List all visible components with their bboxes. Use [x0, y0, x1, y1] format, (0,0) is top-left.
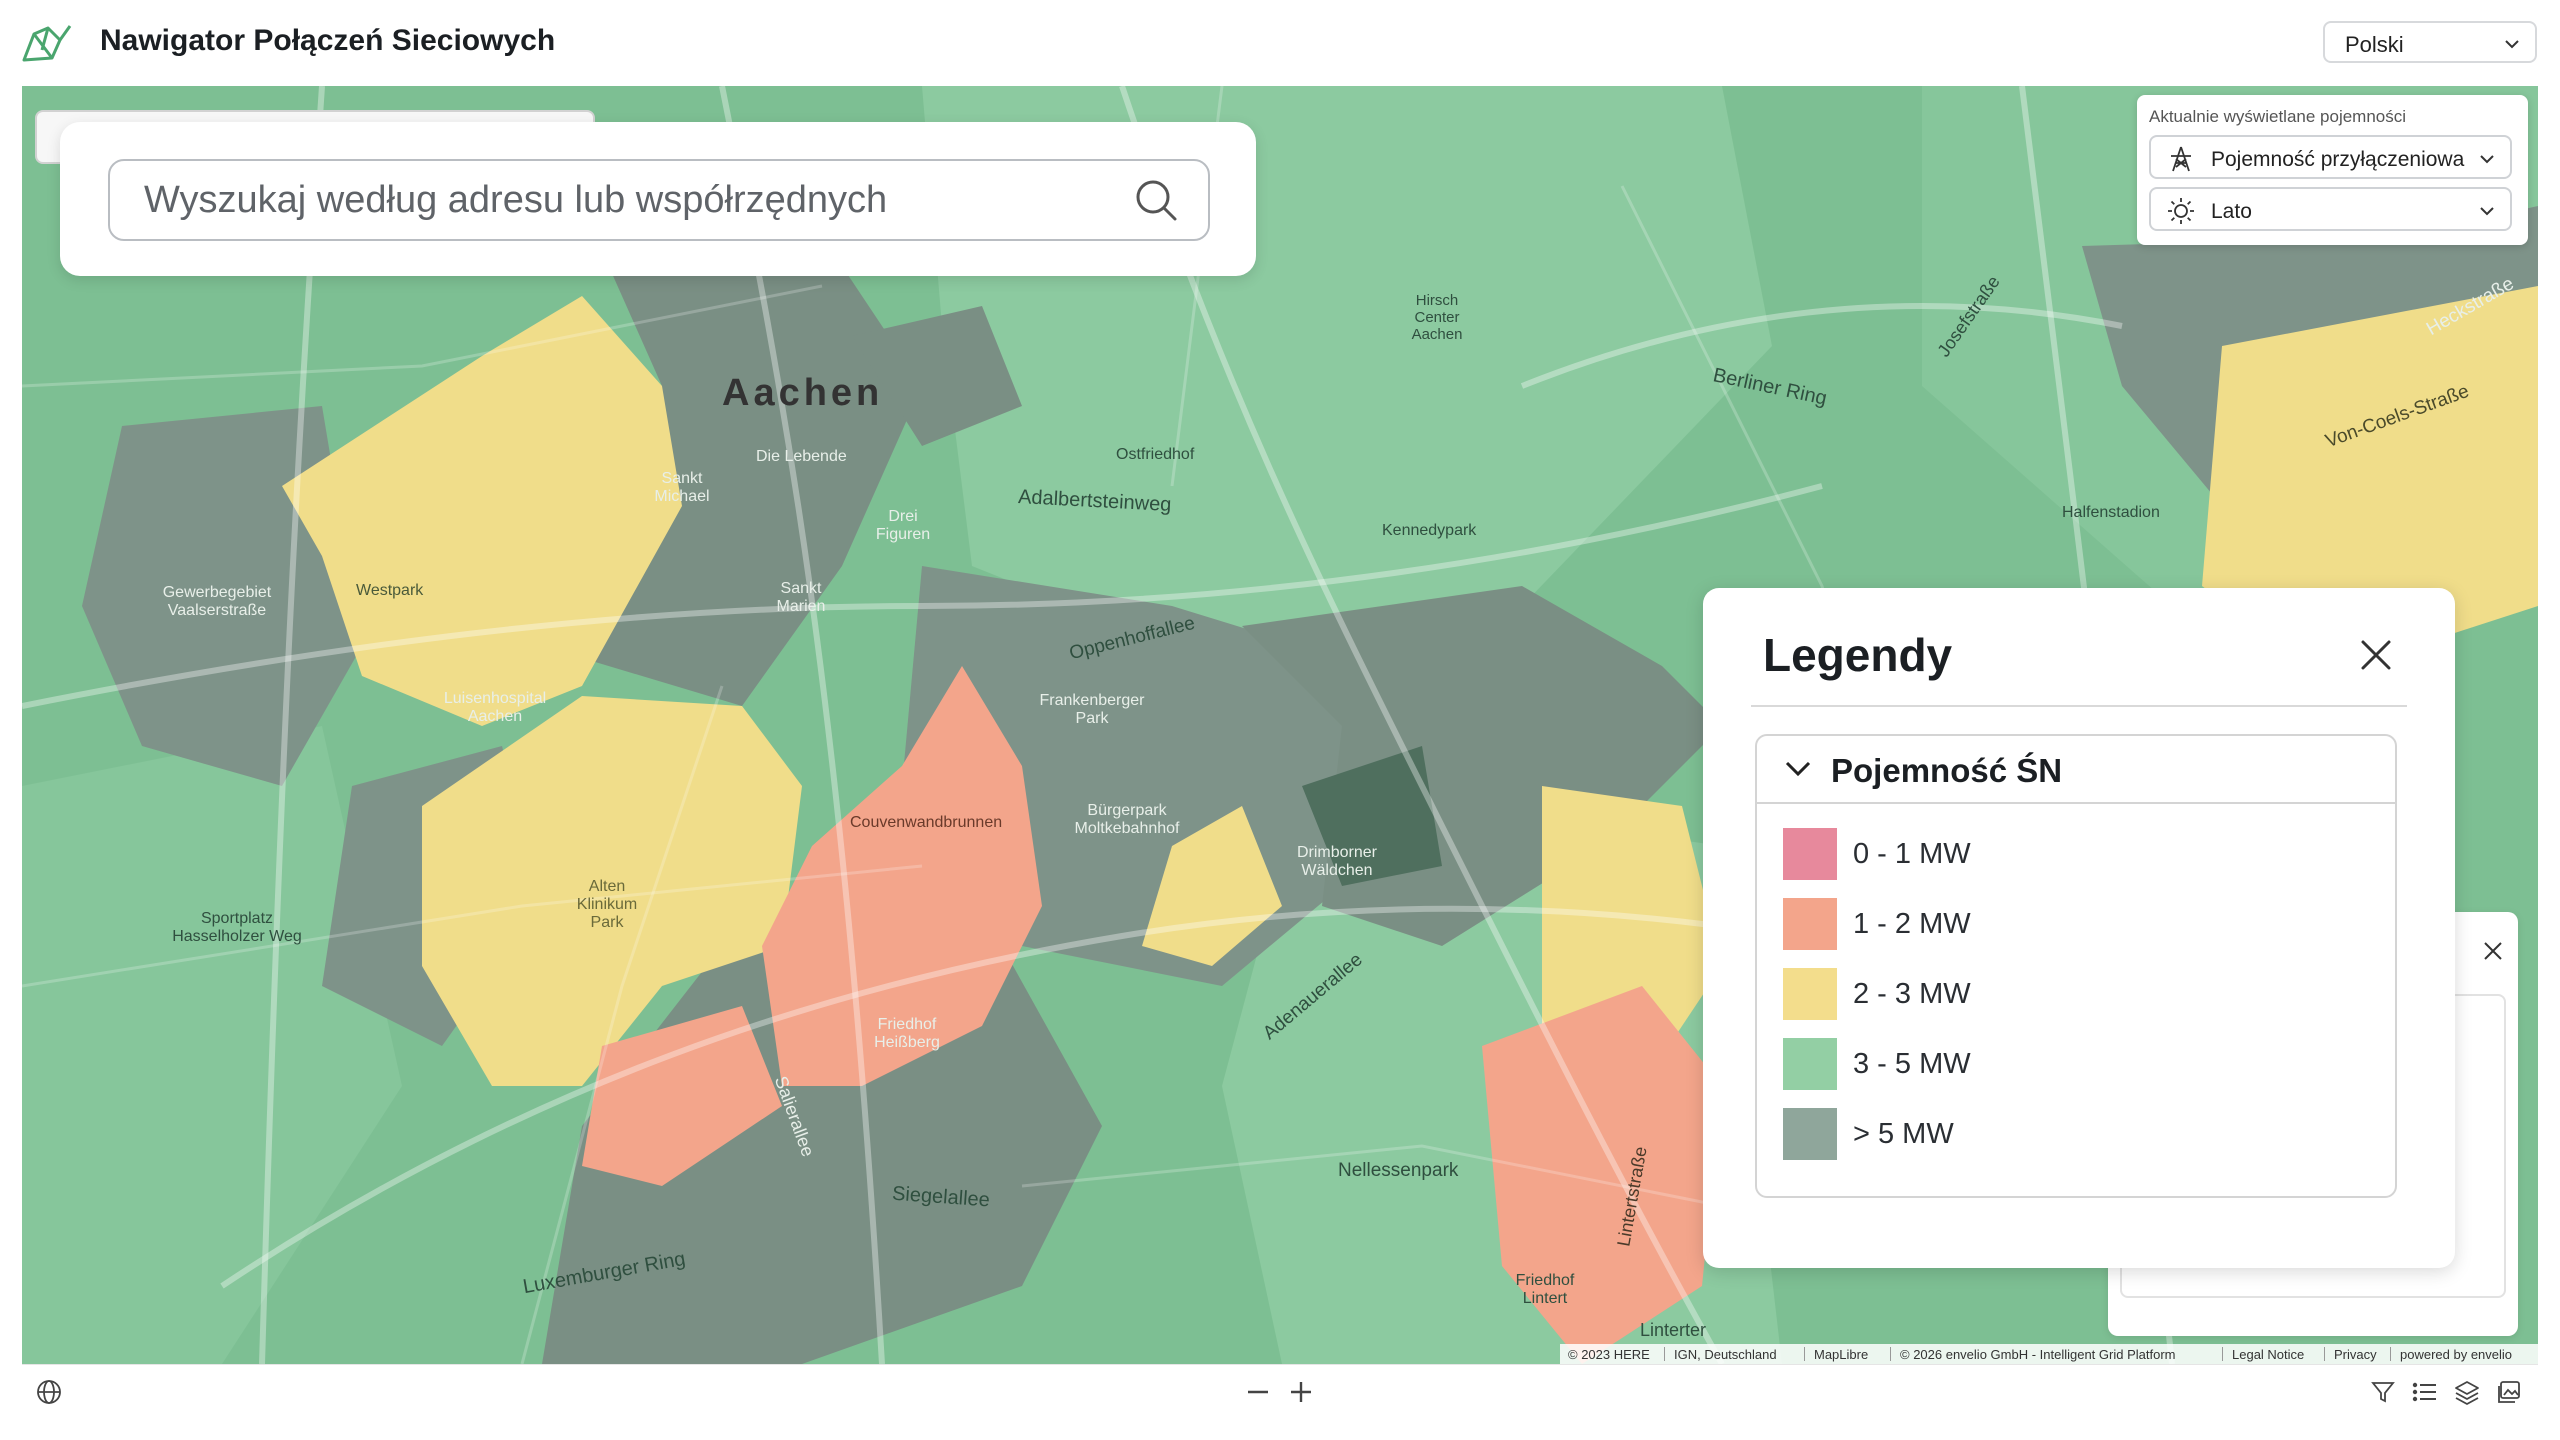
map-label-frankenberger-park: Frankenberger Park: [1039, 692, 1145, 727]
chevron-down-icon: [2505, 40, 2519, 49]
season-select[interactable]: Lato: [2149, 187, 2512, 231]
map-label-nellessenpark: Nellessenpark: [1338, 1160, 1459, 1181]
map-label-sankt-michael: Sankt Michael: [654, 470, 710, 505]
map-label-buergerpark: Bürgerpark Moltkebahnhof: [1074, 802, 1180, 837]
list-icon[interactable]: [2412, 1379, 2438, 1405]
attribution-ign: IGN, Deutschland: [1674, 1347, 1777, 1362]
map-label-drimborner: Drimborner Wäldchen: [1296, 844, 1377, 879]
legend-item-label: > 5 MW: [1853, 1118, 1954, 1150]
legend-section-header[interactable]: Pojemność ŚN: [1757, 736, 2395, 804]
legend-item-label: 3 - 5 MW: [1853, 1048, 1971, 1080]
chevron-down-icon: [1785, 761, 1811, 777]
privacy-link[interactable]: Privacy: [2334, 1347, 2377, 1362]
legend-swatch: [1783, 898, 1837, 950]
legend-section-title: Pojemność ŚN: [1831, 752, 2063, 789]
attribution-separator: [2222, 1347, 2223, 1361]
map-attribution: © 2023 HERE IGN, Deutschland MapLibre © …: [1560, 1344, 2538, 1364]
legend-item-label: 1 - 2 MW: [1853, 908, 1971, 940]
legend-item-label: 0 - 1 MW: [1853, 838, 1971, 870]
map-label-kennedypark: Kennedypark: [1382, 522, 1477, 539]
attribution-separator: [1664, 1347, 1665, 1361]
attribution-separator: [2390, 1347, 2391, 1361]
sun-icon: [2168, 198, 2194, 224]
layers-icon[interactable]: [2454, 1379, 2480, 1405]
attribution-separator: [1804, 1347, 1805, 1361]
map-label-sportplatz: Sportplatz Hasselholzer Weg: [172, 910, 302, 945]
capacity-panel: Aktualnie wyświetlane pojemności Pojemno…: [2137, 95, 2528, 245]
legal-notice-link[interactable]: Legal Notice: [2232, 1347, 2305, 1362]
legend-swatch: [1783, 828, 1837, 880]
search-icon[interactable]: [1134, 178, 1178, 222]
globe-icon[interactable]: [36, 1379, 62, 1405]
map-label-alten-klinikum: Alten Klinikum Park: [576, 878, 638, 931]
legend-swatch: [1783, 1038, 1837, 1090]
season-value: Lato: [2211, 200, 2252, 223]
map-label-drei-figuren: Drei Figuren: [875, 508, 931, 543]
network-logo-icon: [22, 25, 72, 62]
map-label-die-lebende: Die Lebende: [756, 448, 847, 465]
capacity-panel-label: Aktualnie wyświetlane pojemności: [2149, 107, 2407, 126]
map-label-gewerbegebiet: Gewerbegebiet Vaalserstraße: [162, 584, 272, 619]
language-select[interactable]: Polski: [2323, 21, 2537, 63]
app-title: Nawigator Połączeń Sieciowych: [100, 24, 556, 57]
app-header: Nawigator Połączeń Sieciowych Polski: [0, 0, 2560, 84]
attribution-maplibre[interactable]: MapLibre: [1814, 1347, 1869, 1362]
map-label-linterter: Linterter: [1640, 1320, 1707, 1340]
search-panel: [60, 122, 1256, 276]
language-value: Polski: [2345, 32, 2404, 57]
map-label-luisenhospital: Luisenhospital Aachen: [443, 690, 547, 725]
image-icon[interactable]: [2496, 1379, 2522, 1405]
capacity-type-select[interactable]: Pojemność przyłączeniowa: [2149, 135, 2512, 179]
chevron-down-icon: [2480, 207, 2494, 216]
bottom-toolbar: [22, 1364, 2538, 1417]
map-label-sankt-marien: Sankt Marien: [776, 580, 826, 615]
legend-swatch: [1783, 1108, 1837, 1160]
attribution-powered-by: powered by envelio: [2400, 1347, 2513, 1362]
legend-divider: [1751, 705, 2407, 707]
map-label-hirsch-center: Hirsch Center Aachen: [1411, 292, 1463, 343]
chevron-down-icon: [2480, 155, 2494, 164]
capacity-type-value: Pojemność przyłączeniowa: [2211, 148, 2465, 171]
map-label-couvenwandbrunnen: Couvenwandbrunnen: [850, 814, 1003, 831]
minus-icon[interactable]: [1245, 1379, 1271, 1405]
close-icon[interactable]: [2355, 634, 2397, 676]
power-tower-icon: [2171, 146, 2191, 172]
attribution-envelio: © 2026 envelio GmbH - Intelligent Grid P…: [1900, 1347, 2176, 1362]
map-label-westpark: Westpark: [356, 582, 424, 599]
map-label-friedhof-heissberg: Friedhof Heißberg: [874, 1016, 940, 1051]
attribution-separator: [1890, 1347, 1891, 1361]
close-icon[interactable]: [2482, 940, 2504, 962]
map-label-halfenstadion: Halfenstadion: [2062, 504, 2160, 521]
map-label-friedhof-lintert: Friedhof Lintert: [1515, 1272, 1575, 1307]
legend-item-label: 2 - 3 MW: [1853, 978, 1971, 1010]
map-label-ostfriedhof: Ostfriedhof: [1116, 446, 1195, 463]
legend-swatch: [1783, 968, 1837, 1020]
attribution-here: © 2023 HERE: [1568, 1347, 1650, 1362]
legend-panel: Legendy Pojemność ŚN 0 - 1 MW 1 - 2 MW 2…: [1703, 588, 2455, 1268]
legend-section: Pojemność ŚN 0 - 1 MW 1 - 2 MW 2 - 3 MW …: [1755, 734, 2397, 1198]
legend-title: Legendy: [1763, 629, 1953, 681]
plus-icon[interactable]: [1288, 1379, 1314, 1405]
map-label-city: Aachen: [722, 372, 884, 414]
attribution-separator: [2324, 1347, 2325, 1361]
filter-icon[interactable]: [2370, 1379, 2396, 1405]
search-input[interactable]: [108, 159, 1210, 241]
